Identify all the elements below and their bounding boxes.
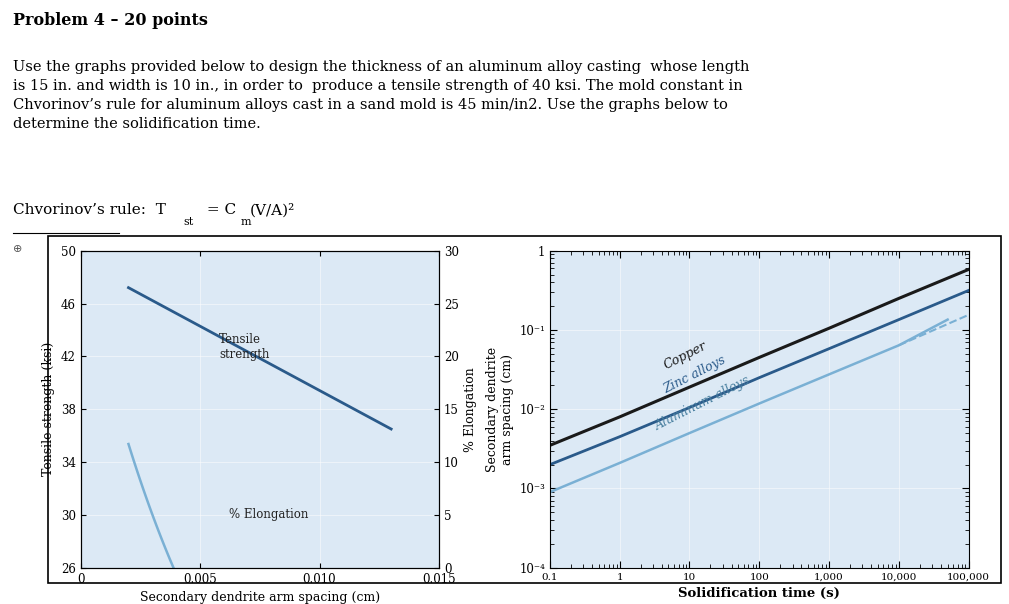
Text: % Elongation: % Elongation xyxy=(229,509,308,521)
Text: Copper: Copper xyxy=(662,339,709,372)
Y-axis label: % Elongation: % Elongation xyxy=(464,367,477,452)
X-axis label: Solidification time (s): Solidification time (s) xyxy=(678,587,840,600)
Text: Chvorinov’s rule:  T: Chvorinov’s rule: T xyxy=(13,204,166,217)
Text: st: st xyxy=(184,217,194,227)
Text: m: m xyxy=(240,217,251,227)
Text: Zinc alloys: Zinc alloys xyxy=(662,353,728,396)
Text: Aluminum alloys: Aluminum alloys xyxy=(653,373,753,433)
Text: = C: = C xyxy=(202,204,236,217)
Text: Tensile
strength: Tensile strength xyxy=(219,333,269,361)
Text: ⊕: ⊕ xyxy=(13,243,22,254)
Y-axis label: Tensile strength (ksi): Tensile strength (ksi) xyxy=(42,342,55,477)
Text: Problem 4 – 20 points: Problem 4 – 20 points xyxy=(13,12,208,29)
Text: Use the graphs provided below to design the thickness of an aluminum alloy casti: Use the graphs provided below to design … xyxy=(13,60,750,131)
Text: (V/A)²: (V/A)² xyxy=(250,203,296,217)
Y-axis label: Secondary dendrite
arm spacing (cm): Secondary dendrite arm spacing (cm) xyxy=(485,347,514,472)
X-axis label: Secondary dendrite arm spacing (cm): Secondary dendrite arm spacing (cm) xyxy=(140,591,379,604)
